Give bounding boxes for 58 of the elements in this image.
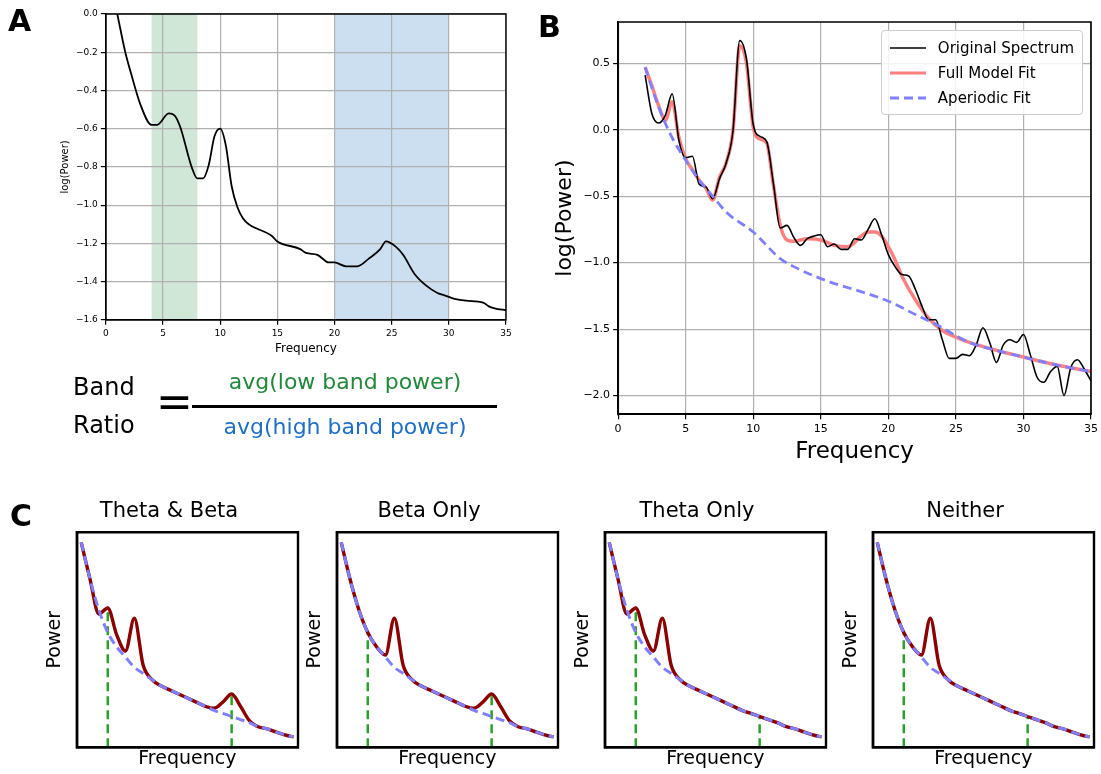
x-tick-label: 5 <box>682 421 690 435</box>
x-axis-title: Frequency <box>274 340 337 355</box>
x-tick-label: 25 <box>385 327 398 338</box>
y-tick-label: −0.4 <box>75 84 99 95</box>
x-tick-label: 10 <box>746 421 761 435</box>
x-tick-label: 20 <box>881 421 896 435</box>
x-tick-label: 15 <box>813 421 828 435</box>
x-tick-label: 20 <box>328 327 341 338</box>
y-tick-label: −0.5 <box>583 189 611 203</box>
x-tick-label: 35 <box>1084 421 1098 435</box>
x-axis-title: Frequency <box>666 745 765 768</box>
text: B <box>538 9 561 44</box>
x-tick-label: 35 <box>500 327 512 338</box>
y-tick-label: 0.0 <box>592 122 611 136</box>
x-tick-label: 0 <box>614 421 622 435</box>
chart-title: Theta Only <box>638 498 755 523</box>
chart-title: Beta Only <box>377 498 481 523</box>
x-tick-label: 5 <box>160 327 166 338</box>
x-tick-label: 30 <box>443 327 455 338</box>
y-tick-label: −1.0 <box>75 199 99 210</box>
y-axis-title: Power <box>570 610 593 669</box>
x-tick-label: 30 <box>1016 421 1031 435</box>
y-tick-label: −1.0 <box>583 255 611 269</box>
chart-title: Theta & Beta <box>98 498 239 523</box>
text: Band <box>73 373 135 401</box>
x-tick-label: 15 <box>271 327 284 338</box>
y-axis-title: Power <box>302 610 325 669</box>
text: C <box>10 498 33 533</box>
y-tick-label: −0.6 <box>75 123 99 134</box>
text: A <box>8 3 32 38</box>
y-tick-label: −2.0 <box>583 388 611 402</box>
x-axis-title: Frequency <box>398 745 497 768</box>
x-tick-label: 25 <box>948 421 963 435</box>
y-tick-label: 0.0 <box>83 8 99 19</box>
y-tick-label: −0.2 <box>75 46 98 57</box>
y-tick-label: −0.8 <box>75 161 99 172</box>
legend-label: Aperiodic Fit <box>937 88 1031 107</box>
x-axis-title: Frequency <box>934 745 1033 768</box>
y-tick-label: −1.4 <box>75 275 99 286</box>
x-tick-label: 0 <box>102 327 109 338</box>
y-axis-title: log(Power) <box>58 140 70 194</box>
y-tick-label: −1.6 <box>75 314 99 325</box>
legend-label: Original Spectrum <box>937 38 1075 57</box>
y-tick-label: 0.5 <box>592 56 611 70</box>
x-axis-title: Frequency <box>795 437 914 464</box>
y-axis-title: log(Power) <box>550 159 576 277</box>
chart-title: Neither <box>926 498 1005 523</box>
text: avg(high band power) <box>223 414 467 440</box>
x-axis-title: Frequency <box>138 745 237 768</box>
y-axis-title: Power <box>838 610 861 669</box>
text: Ratio <box>73 411 135 439</box>
legend-label: Full Model Fit <box>937 63 1036 82</box>
y-tick-label: −1.5 <box>583 321 611 335</box>
x-tick-label: 10 <box>214 327 227 338</box>
text: = <box>156 376 193 427</box>
text: avg(low band power) <box>228 369 462 395</box>
y-tick-label: −1.2 <box>75 237 98 248</box>
y-axis-title: Power <box>42 610 65 669</box>
